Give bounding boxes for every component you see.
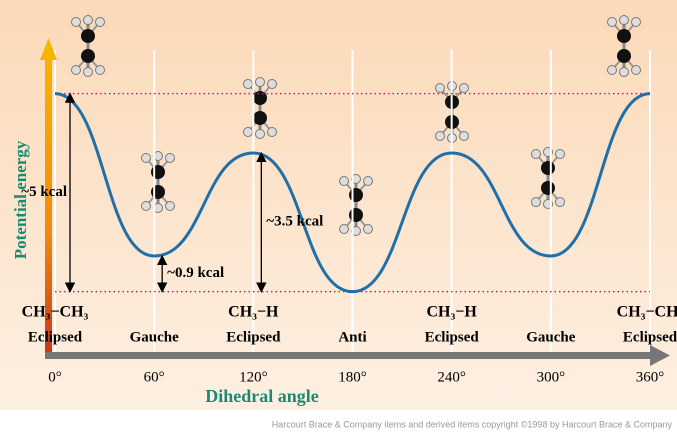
- x-tick-label: 0°: [48, 369, 62, 385]
- conformation: Eclipsed: [226, 329, 281, 345]
- conformation: Eclipsed: [623, 329, 677, 345]
- energy-label: ~3.5 kcal: [266, 214, 323, 230]
- energy-label: ~0.9 kcal: [167, 265, 224, 281]
- x-tick-label: 300°: [537, 369, 566, 385]
- x-tick-label: 240°: [437, 369, 466, 385]
- conformation: Gauche: [526, 329, 576, 345]
- diagram: Potential energy Dihedral angle Harcourt…: [0, 0, 677, 432]
- background: [0, 0, 677, 410]
- conformation: Gauche: [130, 329, 180, 345]
- x-tick-label: 360°: [636, 369, 665, 385]
- conformation: Eclipsed: [425, 329, 480, 345]
- footer: Harcourt Brace & Company items and deriv…: [272, 419, 673, 429]
- x-axis-label: Dihedral angle: [205, 386, 319, 406]
- formula: CH₃−CH₃: [22, 304, 89, 321]
- formula: CH₃−CH₃: [617, 304, 677, 321]
- x-axis: [45, 352, 653, 359]
- x-tick-label: 120°: [239, 369, 268, 385]
- x-tick-label: 60°: [144, 369, 165, 385]
- conformation: Anti: [338, 329, 366, 345]
- formula: CH₃−H: [426, 304, 477, 321]
- energy-label: ~5 kcal: [21, 184, 67, 200]
- conformation: Eclipsed: [28, 329, 83, 345]
- formula: CH₃−H: [228, 304, 279, 321]
- x-tick-label: 180°: [338, 369, 367, 385]
